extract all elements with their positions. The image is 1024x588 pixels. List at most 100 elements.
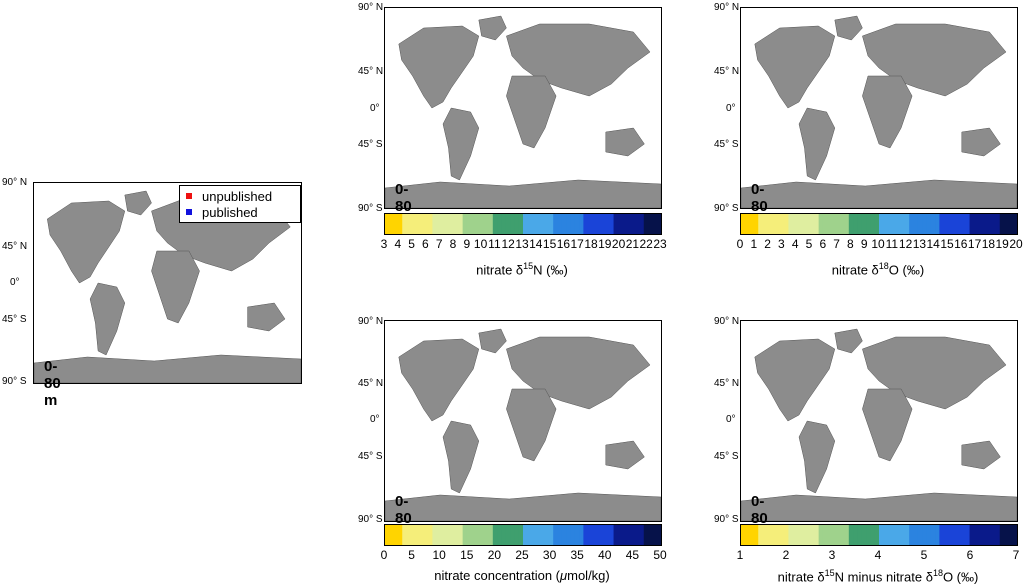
- colorbar-tick-label: 4: [874, 548, 882, 562]
- colorbar-label: nitrate δ18O (‰): [832, 261, 924, 277]
- colorbar-segment: [917, 525, 923, 545]
- colorbar-segment: [965, 214, 971, 234]
- colorbar-segment: [749, 214, 755, 234]
- colorbar-segment: [784, 525, 790, 545]
- colorbar-segment: [544, 525, 550, 545]
- lat-label-45n: 45° N: [358, 378, 384, 389]
- colorbar-segment: [544, 214, 550, 234]
- colorbar-segment: [1004, 214, 1009, 234]
- colorbar-segment: [831, 214, 837, 234]
- colorbar-segment: [960, 525, 966, 545]
- colorbar-segment: [904, 214, 910, 234]
- colorbar-segment: [818, 525, 824, 545]
- colorbar-segment: [428, 525, 434, 545]
- colorbar-segment: [766, 214, 772, 234]
- colorbar-segment: [531, 214, 537, 234]
- colorbar-segment: [960, 214, 966, 234]
- colorbar-segment: [753, 214, 759, 234]
- colorbar-gradient: [741, 214, 1017, 234]
- colorbar-tick-label: 21: [625, 237, 640, 251]
- colorbar-tick-label: 13: [912, 237, 927, 251]
- label-sup: 15: [824, 568, 835, 578]
- colorbar-segment: [484, 525, 490, 545]
- colorbar-tick-label: 5: [920, 548, 928, 562]
- colorbar-segment: [553, 214, 559, 234]
- colorbar-segment: [501, 525, 507, 545]
- colorbar-tick-label: 7: [1012, 548, 1020, 562]
- colorbar-tick-label: 18: [584, 237, 598, 251]
- colorbar-segment: [753, 525, 759, 545]
- colorbar-segment: [939, 525, 945, 545]
- colorbar-tick-label: 8: [449, 237, 457, 251]
- label-sup2: 18: [932, 568, 943, 578]
- colorbar-tick-label: 30: [542, 548, 557, 562]
- colorbar-segment: [857, 525, 863, 545]
- world-map: [741, 328, 1017, 521]
- colorbar-segment: [587, 214, 593, 234]
- colorbar-segment: [475, 214, 481, 234]
- landmass-north-america: [754, 338, 836, 422]
- colorbar-segment: [874, 525, 880, 545]
- colorbar-tick-label: 2: [764, 237, 771, 251]
- colorbar-segment: [626, 214, 632, 234]
- colorbar-segment: [883, 214, 889, 234]
- colorbar-tick-label: 0: [736, 237, 744, 251]
- colorbar-segment: [604, 214, 610, 234]
- lat-label-0: 0°: [726, 414, 736, 425]
- colorbar-tick-label: 8: [847, 237, 854, 251]
- colorbar-segment: [492, 525, 498, 545]
- colorbar-segment: [488, 525, 494, 545]
- colorbar-tick-label: 5: [408, 548, 415, 562]
- colorbar-segment: [518, 525, 524, 545]
- label-suffix: mol/kg): [567, 568, 610, 583]
- colorbar-segment: [874, 214, 880, 234]
- colorbar-segment: [831, 525, 837, 545]
- lat-label-45n: 45° N: [358, 66, 384, 77]
- colorbar-segment: [788, 214, 794, 234]
- colorbar-segment: [514, 214, 520, 234]
- colorbar-segment: [622, 214, 628, 234]
- colorbar-tick-label: 7: [833, 237, 840, 251]
- colorbar-segment: [643, 525, 649, 545]
- landmass-greenland: [834, 15, 863, 41]
- colorbar-segment: [1012, 214, 1017, 234]
- colorbar-segment: [991, 525, 997, 545]
- colorbar-segment: [896, 525, 902, 545]
- landmass-south-america: [89, 282, 126, 356]
- colorbar-segment: [535, 214, 541, 234]
- colorbar-segment: [630, 214, 636, 234]
- colorbar-segment: [827, 525, 833, 545]
- colorbar-segment: [779, 525, 785, 545]
- lat-label-0: 0°: [370, 103, 380, 114]
- colorbar-segment: [458, 525, 464, 545]
- label-suffix: N (‰): [533, 262, 568, 278]
- colorbar-segment: [510, 525, 515, 545]
- lat-label-90n: 90° N: [358, 316, 384, 327]
- legend-swatch-unpublished: [186, 193, 192, 199]
- colorbar-gradient: [385, 214, 661, 234]
- colorbar-segment: [810, 525, 815, 545]
- colorbar-tick-label: 20: [1009, 237, 1023, 251]
- colorbar-segment: [587, 525, 593, 545]
- colorbar-segment: [814, 525, 820, 545]
- colorbar-segment: [797, 214, 802, 234]
- colorbar-tick-label: 18: [981, 237, 996, 251]
- colorbar-segment: [986, 525, 992, 545]
- lat-label-45s: 45° S: [714, 139, 739, 150]
- colorbar-segment: [553, 525, 559, 545]
- lat-label-45n: 45° N: [2, 241, 28, 252]
- colorbar-tick-label: 11: [885, 237, 899, 251]
- colorbar-segment: [896, 214, 902, 234]
- colorbar-label: nitrate δ15N minus nitrate δ18O (‰): [778, 568, 979, 584]
- colorbar-segment: [415, 525, 421, 545]
- colorbar-segment: [466, 525, 472, 545]
- colorbar-segment: [741, 214, 746, 234]
- colorbar-segment: [523, 214, 528, 234]
- colorbar-segment: [758, 525, 764, 545]
- colorbar-segment: [801, 525, 807, 545]
- lat-label-90s: 90° S: [358, 514, 383, 525]
- colorbar-segment: [527, 214, 533, 234]
- colorbar-segment: [965, 525, 971, 545]
- colorbar-segment: [969, 214, 975, 234]
- label-mu: μ: [559, 568, 568, 583]
